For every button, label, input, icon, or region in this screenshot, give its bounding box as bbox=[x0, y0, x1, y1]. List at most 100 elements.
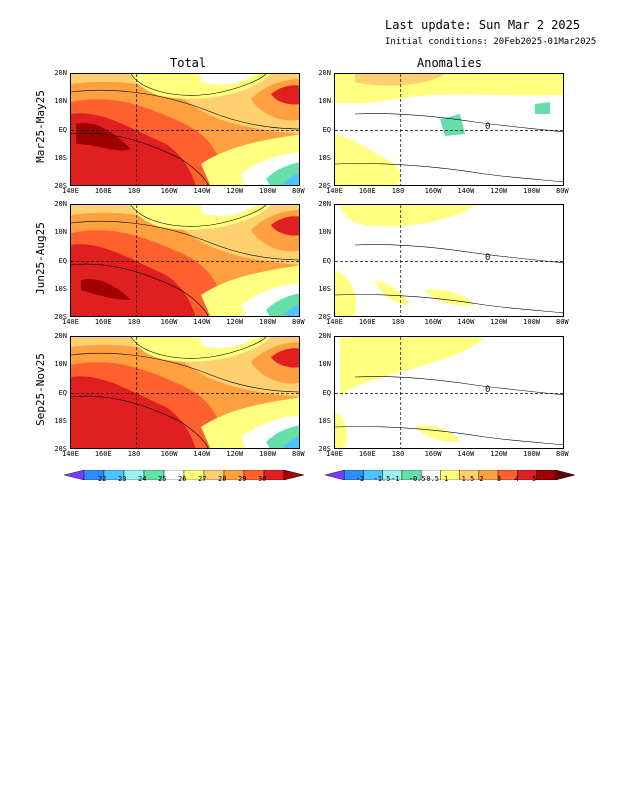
lon-tick-label: 120W bbox=[490, 450, 508, 458]
lat-tick-label: 20N bbox=[54, 332, 67, 340]
colorbar-segment bbox=[63, 469, 85, 481]
anomaly-zero-contour-label: 0 bbox=[485, 385, 490, 395]
colorbar-tick-label: 29 bbox=[238, 475, 247, 483]
colorbar-tick-label: 4 bbox=[514, 475, 519, 483]
lat-tick-label: EQ bbox=[322, 125, 331, 134]
anomaly-map-panel-1: 0 bbox=[334, 73, 564, 186]
colorbar-tick-label: 0.5 bbox=[426, 475, 440, 483]
colorbar-segment bbox=[555, 469, 576, 481]
lat-tick-label: 20N bbox=[318, 69, 331, 77]
lon-tick-label: 140E bbox=[62, 318, 79, 326]
lon-tick-label: 160E bbox=[94, 187, 112, 195]
lat-tick-label: 10S bbox=[54, 284, 67, 293]
lat-tick-label: 10N bbox=[54, 228, 67, 237]
total-colorbar bbox=[63, 465, 305, 481]
lon-tick-label: 140E bbox=[326, 187, 343, 195]
colorbar-tick-label: 1.5 bbox=[461, 475, 475, 483]
lat-tick-label: 20S bbox=[318, 313, 331, 321]
lat-tick-label: 10S bbox=[318, 416, 331, 425]
lon-tick-label: 140W bbox=[457, 318, 475, 326]
lat-tick-label: EQ bbox=[322, 388, 331, 397]
colorbar-segment bbox=[324, 469, 345, 481]
lon-tick-label: 160W bbox=[424, 450, 442, 458]
lon-tick-label: 140W bbox=[457, 450, 475, 458]
lon-tick-label: 80W bbox=[292, 187, 305, 195]
colorbar-tick-label: 27 bbox=[198, 475, 207, 483]
lon-tick-label: 120W bbox=[226, 318, 244, 326]
lon-tick-label: 180 bbox=[391, 318, 405, 326]
total-map-panel-2 bbox=[70, 204, 300, 317]
colorbar-segment bbox=[536, 469, 556, 481]
anomalies-column-title: Anomalies bbox=[417, 56, 483, 70]
colorbar-tick-label: 1 bbox=[444, 475, 449, 483]
colorbar-tick-label: 30 bbox=[258, 475, 267, 483]
lat-tick-label: 10N bbox=[54, 97, 67, 106]
lon-tick-label: 80W bbox=[556, 187, 569, 195]
lon-tick-label: 140E bbox=[62, 187, 79, 195]
lon-tick-label: 140E bbox=[326, 450, 343, 458]
lat-tick-label: 20S bbox=[54, 313, 67, 321]
lon-tick-label: 160E bbox=[358, 450, 376, 458]
colorbar-tick-label: 3 bbox=[496, 475, 502, 483]
lon-tick-label: 100W bbox=[259, 450, 276, 458]
lon-tick-label: 160E bbox=[358, 187, 376, 195]
anomaly-zero-contour-label: 0 bbox=[485, 122, 490, 132]
lat-tick-label: 10N bbox=[54, 360, 67, 369]
lat-tick-label: 10N bbox=[318, 360, 331, 369]
lon-tick-label: 160W bbox=[160, 318, 178, 326]
lat-tick-label: 10S bbox=[54, 416, 67, 425]
lon-tick-label: 140W bbox=[193, 450, 211, 458]
total-map-panel-3 bbox=[70, 336, 300, 449]
anomaly-map-panel-3: 0 bbox=[334, 336, 564, 449]
lon-tick-label: 120W bbox=[490, 318, 508, 326]
initial-conditions-text: Initial conditions: 20Feb2025-01Mar2025 bbox=[385, 37, 597, 47]
colorbar-tick-label: 26 bbox=[178, 475, 187, 483]
lat-tick-label: 20S bbox=[318, 182, 331, 190]
colorbar-tick-label: -1.5 bbox=[373, 475, 391, 483]
colorbar-tick-label: 25 bbox=[158, 475, 167, 483]
lat-tick-label: 20S bbox=[318, 445, 331, 453]
anomaly-colorbar bbox=[324, 465, 576, 481]
lat-tick-label: 10S bbox=[318, 284, 331, 293]
lat-tick-label: 20N bbox=[318, 200, 331, 208]
lat-tick-label: 20S bbox=[54, 182, 67, 190]
colorbar-tick-label: 23 bbox=[118, 475, 127, 483]
lon-tick-label: 140W bbox=[193, 187, 211, 195]
lon-tick-label: 160E bbox=[94, 450, 112, 458]
lon-tick-label: 160W bbox=[160, 450, 178, 458]
lon-tick-label: 80W bbox=[292, 318, 305, 326]
lon-tick-label: 120W bbox=[226, 187, 244, 195]
lon-tick-label: 180 bbox=[127, 318, 141, 326]
lon-tick-label: 180 bbox=[391, 187, 405, 195]
lon-tick-label: 100W bbox=[523, 187, 540, 195]
colorbar-tick-label: -0.5 bbox=[408, 475, 426, 483]
lon-tick-label: 100W bbox=[523, 318, 540, 326]
lon-tick-label: 180 bbox=[127, 187, 141, 195]
lon-tick-label: 160W bbox=[424, 318, 442, 326]
lon-tick-label: 140W bbox=[193, 318, 211, 326]
lon-tick-label: 180 bbox=[127, 450, 141, 458]
lat-tick-label: EQ bbox=[58, 388, 67, 397]
lat-tick-label: 10S bbox=[318, 153, 331, 162]
lat-tick-label: EQ bbox=[58, 125, 67, 134]
lon-tick-label: 80W bbox=[556, 318, 569, 326]
lat-tick-label: 20N bbox=[54, 69, 67, 77]
lon-tick-label: 180 bbox=[391, 450, 405, 458]
total-column-title: Total bbox=[170, 56, 207, 70]
lon-tick-label: 160W bbox=[160, 187, 178, 195]
lat-tick-label: 10N bbox=[318, 228, 331, 237]
colorbar-tick-label: 28 bbox=[218, 475, 227, 483]
colorbar-tick-label: -2 bbox=[355, 475, 365, 483]
lon-tick-label: 140E bbox=[326, 318, 343, 326]
lon-tick-label: 160W bbox=[424, 187, 442, 195]
anomaly-map-panel-2: 0 bbox=[334, 204, 564, 317]
lat-tick-label: EQ bbox=[58, 256, 67, 265]
lon-tick-label: 160E bbox=[94, 318, 112, 326]
lon-tick-label: 80W bbox=[556, 450, 569, 458]
lon-tick-label: 160E bbox=[358, 318, 376, 326]
lon-tick-label: 140E bbox=[62, 450, 79, 458]
total-map-panel-1 bbox=[70, 73, 300, 186]
colorbar-tick-label: -1 bbox=[391, 475, 400, 483]
lat-tick-label: EQ bbox=[322, 256, 331, 265]
lon-tick-label: 100W bbox=[259, 187, 276, 195]
